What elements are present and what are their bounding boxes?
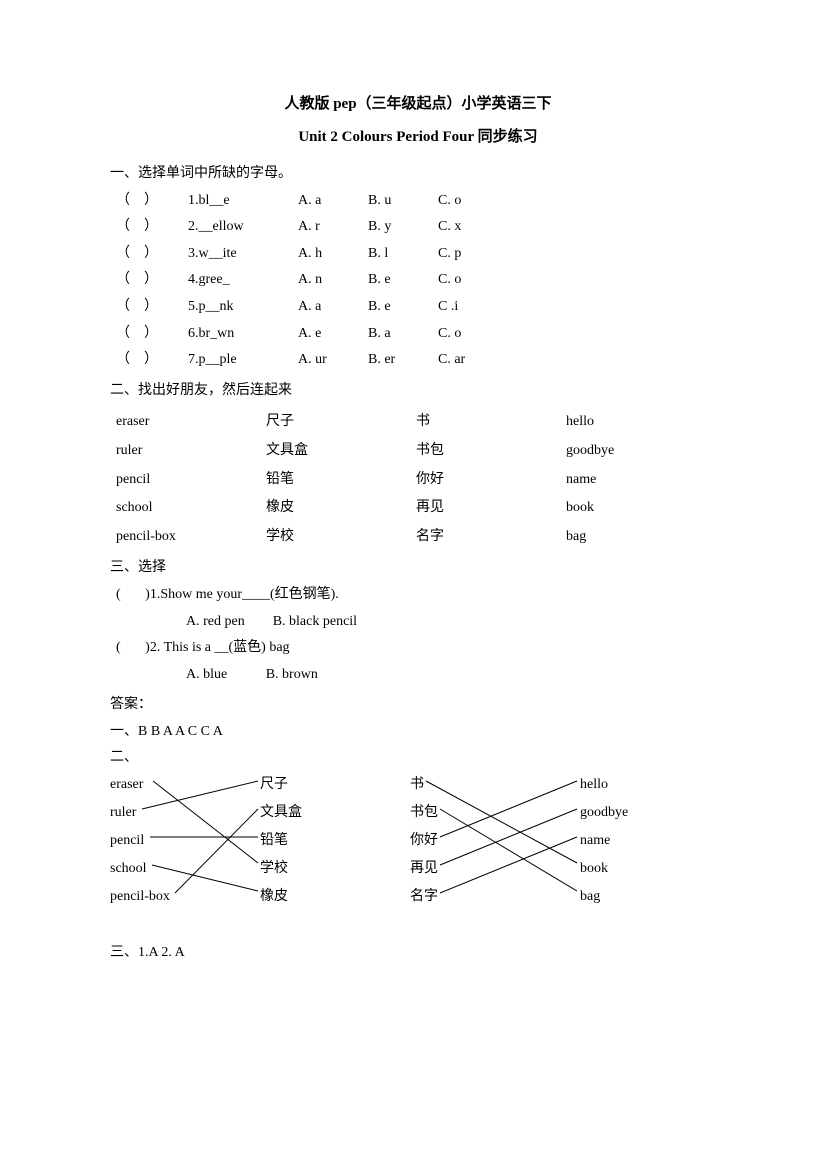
match-cell: 文具盒 bbox=[266, 437, 416, 466]
match-cell: 尺子 bbox=[266, 408, 416, 437]
question-word: 5.p__nk bbox=[188, 294, 298, 321]
match-cell: hello bbox=[566, 408, 686, 437]
title-line-1: 人教版 pep（三年级起点）小学英语三下 bbox=[110, 90, 726, 119]
option-c: C. x bbox=[438, 214, 508, 241]
answer-3: 三、1.A 2. A bbox=[110, 940, 726, 967]
match-cell: 再见 bbox=[416, 494, 566, 523]
match-cell: bag bbox=[566, 523, 686, 552]
option-b: B. a bbox=[368, 321, 438, 348]
option-a: A. e bbox=[298, 321, 368, 348]
option-a: A. a bbox=[298, 188, 368, 215]
question-row: （ ）6.br_wnA. eB. aC. o bbox=[116, 321, 726, 348]
question-word: 6.br_wn bbox=[188, 321, 298, 348]
match-cell: name bbox=[566, 466, 686, 495]
match-cell: 学校 bbox=[266, 523, 416, 552]
question-word: 1.bl__e bbox=[188, 188, 298, 215]
question-word: 3.w__ite bbox=[188, 241, 298, 268]
option-a: A. r bbox=[298, 214, 368, 241]
title-line-2: Unit 2 Colours Period Four 同步练习 bbox=[110, 123, 726, 152]
match-cell: 橡皮 bbox=[266, 494, 416, 523]
option-c: C. o bbox=[438, 267, 508, 294]
option-a: A. h bbox=[298, 241, 368, 268]
section-3: 三、选择 ( )1.Show me your____(红色钢笔). A. red… bbox=[110, 555, 726, 688]
answer-2-diagram: eraserrulerpencilschoolpencil-box尺子文具盒铅笔… bbox=[110, 772, 726, 922]
question-word: 4.gree_ bbox=[188, 267, 298, 294]
option-a: A. n bbox=[298, 267, 368, 294]
match-cell: 书包 bbox=[416, 437, 566, 466]
option-b: B. e bbox=[368, 267, 438, 294]
match-cell: book bbox=[566, 494, 686, 523]
option-b: B. er bbox=[368, 347, 438, 374]
answer-blank: （ ） bbox=[116, 267, 188, 294]
answer-1: 一、B B A A C C A bbox=[110, 719, 726, 746]
question-word: 2.__ellow bbox=[188, 214, 298, 241]
section-2-title: 二、找出好朋友，然后连起来 bbox=[110, 378, 726, 405]
section-3-title: 三、选择 bbox=[110, 555, 726, 582]
answer-blank: （ ） bbox=[116, 188, 188, 215]
answer-blank: （ ） bbox=[116, 241, 188, 268]
match-cell: 铅笔 bbox=[266, 466, 416, 495]
section-1-title: 一、选择单词中所缺的字母。 bbox=[110, 161, 726, 188]
answers-label: 答案： bbox=[110, 692, 726, 719]
match-cell: goodbye bbox=[566, 437, 686, 466]
option-a: A. a bbox=[298, 294, 368, 321]
answer-blank: （ ） bbox=[116, 321, 188, 348]
question-word: 7.p__ple bbox=[188, 347, 298, 374]
answer-blank: （ ） bbox=[116, 214, 188, 241]
q3-1-opts: A. red pen B. black pencil bbox=[186, 609, 726, 636]
option-c: C. o bbox=[438, 188, 508, 215]
match-cell: 名字 bbox=[416, 523, 566, 552]
option-c: C. o bbox=[438, 321, 508, 348]
question-row: （ ）5.p__nkA. aB. eC .i bbox=[116, 294, 726, 321]
option-b: B. l bbox=[368, 241, 438, 268]
section-1: 一、选择单词中所缺的字母。 （ ）1.bl__eA. aB. uC. o（ ）2… bbox=[110, 161, 726, 374]
question-row: （ ）2.__ellowA. rB. yC. x bbox=[116, 214, 726, 241]
match-cell: school bbox=[116, 494, 266, 523]
match-cell: ruler bbox=[116, 437, 266, 466]
question-row: （ ）4.gree_A. nB. eC. o bbox=[116, 267, 726, 294]
q3-2: ( )2. This is a __(蓝色) bag bbox=[116, 635, 726, 662]
answer-blank: （ ） bbox=[116, 347, 188, 374]
section-2: 二、找出好朋友，然后连起来 eraser尺子书hello ruler文具盒书包go… bbox=[110, 378, 726, 552]
option-c: C. p bbox=[438, 241, 508, 268]
option-b: B. e bbox=[368, 294, 438, 321]
option-a: A. ur bbox=[298, 347, 368, 374]
answers-section: 答案： 一、B B A A C C A 二、 eraserrulerpencil… bbox=[110, 692, 726, 966]
worksheet-page: 人教版 pep（三年级起点）小学英语三下 Unit 2 Colours Peri… bbox=[0, 0, 826, 1007]
answer-blank: （ ） bbox=[116, 294, 188, 321]
question-row: （ ）3.w__iteA. hB. lC. p bbox=[116, 241, 726, 268]
question-row: （ ）1.bl__eA. aB. uC. o bbox=[116, 188, 726, 215]
match-cell: 书 bbox=[416, 408, 566, 437]
q3-2-opts: A. blue B. brown bbox=[186, 662, 726, 689]
question-row: （ ）7.p__pleA. urB. erC. ar bbox=[116, 347, 726, 374]
q3-1: ( )1.Show me your____(红色钢笔). bbox=[116, 582, 726, 609]
match-cell: 你好 bbox=[416, 466, 566, 495]
option-c: C. ar bbox=[438, 347, 508, 374]
match-cell: pencil bbox=[116, 466, 266, 495]
answer-2-label: 二、 bbox=[110, 745, 726, 772]
option-b: B. u bbox=[368, 188, 438, 215]
match-cell: eraser bbox=[116, 408, 266, 437]
match-lines bbox=[110, 772, 710, 912]
option-c: C .i bbox=[438, 294, 508, 321]
option-b: B. y bbox=[368, 214, 438, 241]
match-cell: pencil-box bbox=[116, 523, 266, 552]
